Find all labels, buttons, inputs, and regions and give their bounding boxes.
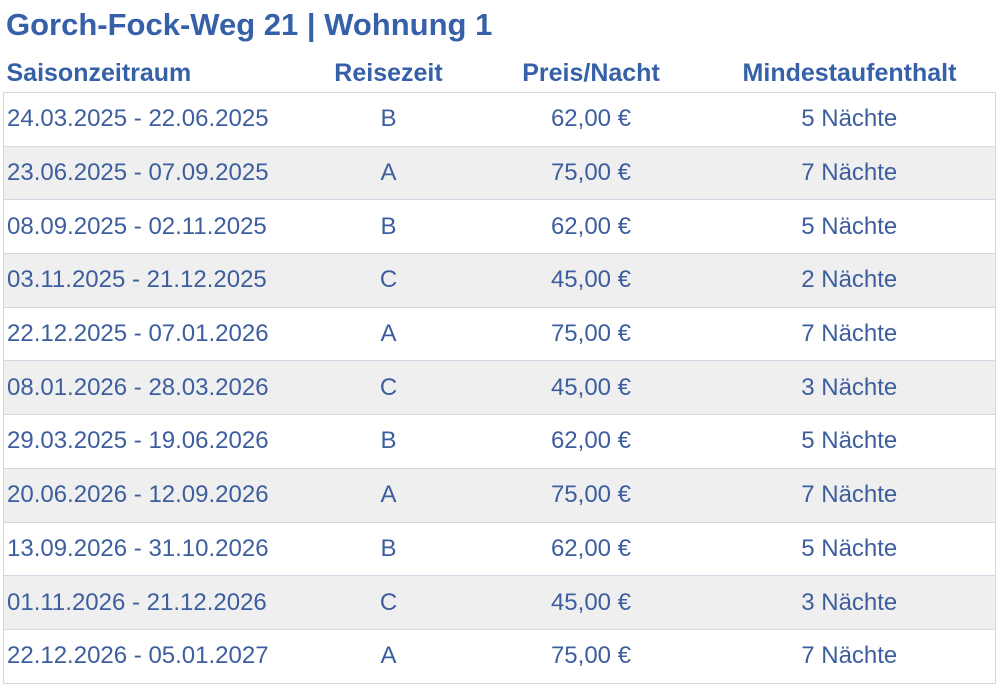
cell-minimum-stay: 5 Nächte bbox=[703, 521, 996, 577]
cell-season-period: 01.11.2026 - 21.12.2026 bbox=[3, 575, 299, 630]
table-row: 29.03.2025 - 19.06.2026 B 62,00 € 5 Näch… bbox=[3, 414, 996, 469]
cell-travel-season: C bbox=[298, 575, 479, 630]
cell-price-per-night: 62,00 € bbox=[478, 92, 704, 147]
cell-season-period: 24.03.2025 - 22.06.2025 bbox=[3, 92, 299, 147]
table-row: 08.09.2025 - 02.11.2025 B 62,00 € 5 Näch… bbox=[3, 199, 996, 255]
cell-price-per-night: 75,00 € bbox=[478, 467, 704, 523]
cell-price-per-night: 62,00 € bbox=[478, 414, 704, 469]
cell-minimum-stay: 7 Nächte bbox=[703, 467, 996, 523]
cell-minimum-stay: 5 Nächte bbox=[703, 92, 996, 147]
cell-price-per-night: 62,00 € bbox=[478, 521, 704, 577]
cell-travel-season: C bbox=[298, 253, 479, 308]
cell-season-period: 23.06.2025 - 07.09.2025 bbox=[3, 145, 299, 201]
cell-season-period: 22.12.2026 - 05.01.2027 bbox=[3, 628, 299, 684]
cell-travel-season: C bbox=[298, 360, 479, 416]
cell-travel-season: A bbox=[298, 306, 479, 362]
cell-season-period: 22.12.2025 - 07.01.2026 bbox=[3, 306, 299, 362]
cell-minimum-stay: 7 Nächte bbox=[703, 628, 996, 684]
cell-price-per-night: 45,00 € bbox=[478, 575, 704, 630]
cell-travel-season: A bbox=[298, 145, 479, 201]
table-row: 13.09.2026 - 31.10.2026 B 62,00 € 5 Näch… bbox=[3, 521, 996, 577]
cell-price-per-night: 75,00 € bbox=[478, 145, 704, 201]
cell-price-per-night: 62,00 € bbox=[478, 199, 704, 255]
header-price-per-night: Preis/Nacht bbox=[522, 59, 660, 87]
header-travel-season: Reisezeit bbox=[334, 59, 443, 87]
page-title: Gorch-Fock-Weg 21 | Wohnung 1 bbox=[6, 7, 493, 42]
cell-season-period: 13.09.2026 - 31.10.2026 bbox=[3, 521, 299, 577]
cell-travel-season: B bbox=[298, 414, 479, 469]
table-row: 22.12.2025 - 07.01.2026 A 75,00 € 7 Näch… bbox=[3, 306, 996, 362]
cell-price-per-night: 75,00 € bbox=[478, 628, 704, 684]
cell-minimum-stay: 3 Nächte bbox=[703, 575, 996, 630]
table-row: 22.12.2026 - 05.01.2027 A 75,00 € 7 Näch… bbox=[3, 628, 996, 684]
cell-minimum-stay: 3 Nächte bbox=[703, 360, 996, 416]
table-row: 08.01.2026 - 28.03.2026 C 45,00 € 3 Näch… bbox=[3, 360, 996, 416]
table-row: 23.06.2025 - 07.09.2025 A 75,00 € 7 Näch… bbox=[3, 145, 996, 201]
cell-season-period: 08.09.2025 - 02.11.2025 bbox=[3, 199, 299, 255]
table-row: 20.06.2026 - 12.09.2026 A 75,00 € 7 Näch… bbox=[3, 467, 996, 523]
table-row: 03.11.2025 - 21.12.2025 C 45,00 € 2 Näch… bbox=[3, 253, 996, 308]
season-price-table: Saisonzeitraum Reisezeit Preis/Nacht Min… bbox=[3, 55, 996, 684]
header-minimum-stay: Mindestaufenthalt bbox=[742, 59, 957, 87]
cell-minimum-stay: 5 Nächte bbox=[703, 414, 996, 469]
cell-minimum-stay: 5 Nächte bbox=[703, 199, 996, 255]
cell-price-per-night: 75,00 € bbox=[478, 306, 704, 362]
cell-season-period: 20.06.2026 - 12.09.2026 bbox=[3, 467, 299, 523]
cell-season-period: 03.11.2025 - 21.12.2025 bbox=[3, 253, 299, 308]
cell-season-period: 29.03.2025 - 19.06.2026 bbox=[3, 414, 299, 469]
table-row: 24.03.2025 - 22.06.2025 B 62,00 € 5 Näch… bbox=[3, 92, 996, 147]
cell-season-period: 08.01.2026 - 28.03.2026 bbox=[3, 360, 299, 416]
cell-minimum-stay: 2 Nächte bbox=[703, 253, 996, 308]
cell-travel-season: B bbox=[298, 92, 479, 147]
table-row: 01.11.2026 - 21.12.2026 C 45,00 € 3 Näch… bbox=[3, 575, 996, 630]
cell-price-per-night: 45,00 € bbox=[478, 360, 704, 416]
cell-travel-season: B bbox=[298, 199, 479, 255]
header-season-period: Saisonzeitraum bbox=[6, 59, 192, 87]
cell-price-per-night: 45,00 € bbox=[478, 253, 704, 308]
cell-travel-season: A bbox=[298, 628, 479, 684]
table-header-row: Saisonzeitraum Reisezeit Preis/Nacht Min… bbox=[4, 55, 996, 93]
cell-minimum-stay: 7 Nächte bbox=[703, 306, 996, 362]
cell-minimum-stay: 7 Nächte bbox=[703, 145, 996, 201]
cell-travel-season: B bbox=[298, 521, 479, 577]
cell-travel-season: A bbox=[298, 467, 479, 523]
